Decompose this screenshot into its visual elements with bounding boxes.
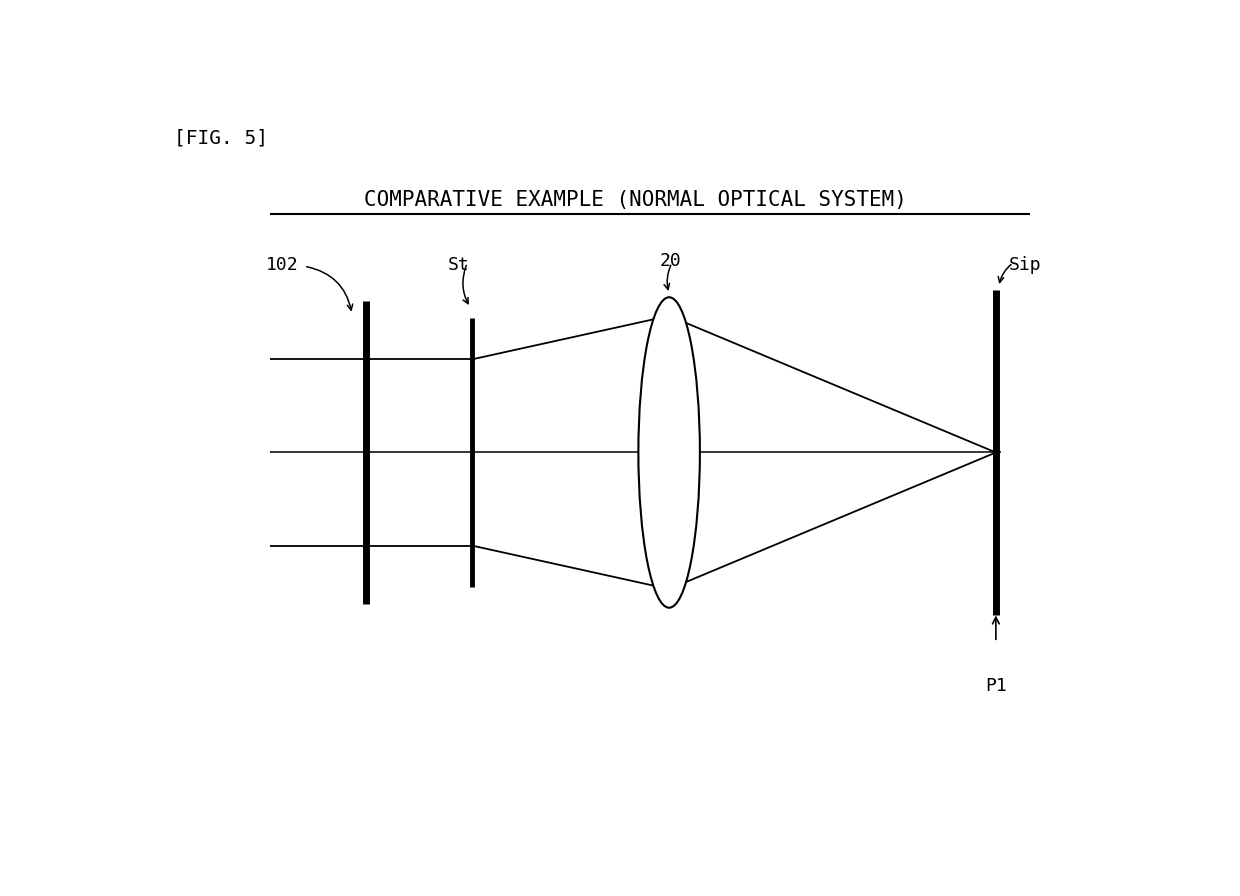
Text: Sip: Sip bbox=[1008, 256, 1042, 274]
Text: [FIG. 5]: [FIG. 5] bbox=[174, 128, 268, 147]
Text: St: St bbox=[448, 256, 470, 274]
Ellipse shape bbox=[639, 297, 699, 607]
Text: P1: P1 bbox=[985, 676, 1007, 694]
Text: COMPARATIVE EXAMPLE (NORMAL OPTICAL SYSTEM): COMPARATIVE EXAMPLE (NORMAL OPTICAL SYST… bbox=[365, 190, 906, 211]
Text: 20: 20 bbox=[660, 253, 681, 271]
Text: 102: 102 bbox=[265, 256, 298, 274]
